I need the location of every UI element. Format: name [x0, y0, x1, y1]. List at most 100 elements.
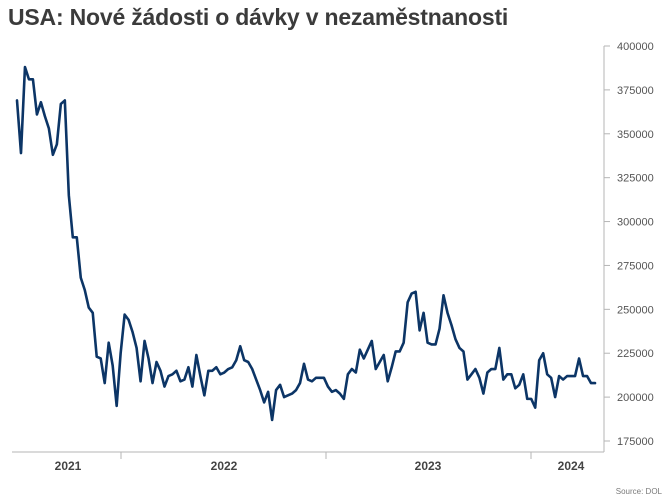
axes: 400000 375000 350000 325000 300000 275000 2500…: [12, 41, 654, 473]
data-point: [227, 368, 230, 370]
data-point: [466, 378, 469, 381]
data-point: [95, 355, 98, 358]
data-point: [518, 384, 521, 386]
data-point: [347, 373, 349, 376]
data-point: [530, 398, 533, 400]
data-point: [522, 373, 525, 376]
data-point: [546, 373, 548, 376]
data-point: [279, 384, 281, 386]
data-point: [370, 340, 373, 342]
data-point: [398, 350, 401, 353]
data-point: [426, 341, 429, 344]
y-tick-label: 175000: [617, 436, 654, 448]
data-point: [291, 392, 293, 395]
data-point: [68, 194, 70, 197]
data-point: [195, 354, 198, 356]
data-point: [275, 389, 277, 391]
data-point: [207, 369, 210, 372]
data-point: [562, 378, 564, 381]
data-point: [163, 385, 166, 388]
data-point: [514, 387, 517, 390]
data-point: [359, 348, 361, 351]
data-point: [422, 312, 425, 314]
y-tick-label: 200000: [617, 392, 654, 404]
data-point: [83, 289, 86, 291]
data-point: [56, 143, 58, 146]
data-point: [438, 327, 441, 330]
data-point: [64, 99, 66, 102]
data-point: [255, 378, 257, 381]
data-point: [179, 380, 182, 383]
data-point: [482, 392, 485, 395]
data-point: [470, 373, 473, 376]
data-point: [251, 368, 253, 370]
data-point: [303, 362, 305, 365]
data-point: [267, 391, 269, 393]
data-point: [87, 306, 90, 309]
y-tick-label: 300000: [617, 217, 654, 229]
data-point: [215, 366, 218, 369]
data-point: [319, 377, 321, 379]
data-point: [474, 368, 477, 370]
data-point: [498, 347, 501, 349]
data-point: [430, 343, 433, 346]
data-point: [271, 419, 273, 421]
data-point: [586, 375, 588, 377]
data-point: [458, 347, 461, 349]
data-point: [450, 324, 453, 326]
data-point: [16, 99, 18, 102]
data-point: [574, 375, 576, 377]
data-point: [219, 373, 222, 376]
data-point: [594, 382, 596, 384]
data-point: [223, 371, 226, 374]
data-point: [75, 236, 78, 239]
data-point: [454, 338, 457, 340]
data-point: [72, 236, 74, 239]
data-point: [542, 352, 544, 355]
data-point: [60, 103, 62, 105]
data-point: [502, 378, 505, 381]
data-point: [175, 369, 178, 372]
source-note: Source: DOL: [615, 487, 662, 496]
data-point: [263, 401, 265, 404]
data-point: [402, 341, 405, 344]
data-point: [259, 389, 261, 391]
data-point: [315, 377, 317, 379]
data-point: [311, 380, 313, 383]
data-point: [538, 359, 540, 362]
data-point: [211, 369, 214, 372]
data-point: [111, 364, 114, 367]
data-point: [323, 377, 325, 379]
data-point: [159, 369, 162, 372]
data-point: [131, 331, 134, 333]
data-point: [99, 357, 102, 360]
data-point: [235, 359, 238, 362]
x-tick-label: 2024: [558, 459, 585, 473]
data-point: [24, 66, 26, 68]
x-tick-label: 2023: [415, 459, 442, 473]
y-tick-label: 275000: [617, 260, 654, 272]
series-line: [15, 65, 597, 422]
data-point: [91, 312, 94, 314]
data-point: [442, 294, 445, 297]
data-point: [343, 398, 345, 400]
y-tick-label: 400000: [617, 41, 654, 53]
data-point: [382, 354, 385, 356]
data-point: [554, 396, 556, 398]
data-point: [378, 361, 381, 363]
data-point: [327, 385, 329, 388]
data-point: [486, 371, 489, 374]
y-tick-label: 250000: [617, 304, 654, 316]
data-point: [339, 392, 341, 395]
data-point: [171, 373, 174, 376]
data-point: [32, 78, 34, 81]
data-point: [183, 378, 186, 381]
data-point: [351, 368, 353, 370]
data-point: [143, 340, 146, 342]
data-point: [52, 154, 54, 156]
data-point: [510, 373, 513, 376]
data-point: [147, 357, 150, 360]
data-point: [127, 319, 130, 321]
data-point: [406, 301, 409, 304]
data-point: [135, 347, 138, 349]
